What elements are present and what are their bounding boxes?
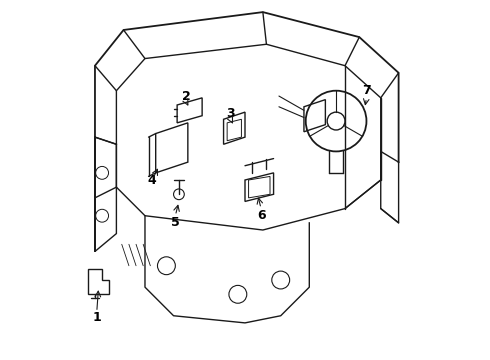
- Text: 7: 7: [362, 84, 371, 97]
- Text: 2: 2: [182, 90, 191, 103]
- Text: 4: 4: [148, 174, 156, 186]
- Text: 1: 1: [93, 311, 101, 324]
- Text: 5: 5: [171, 216, 180, 229]
- Text: 3: 3: [226, 107, 235, 120]
- Text: 6: 6: [257, 209, 266, 222]
